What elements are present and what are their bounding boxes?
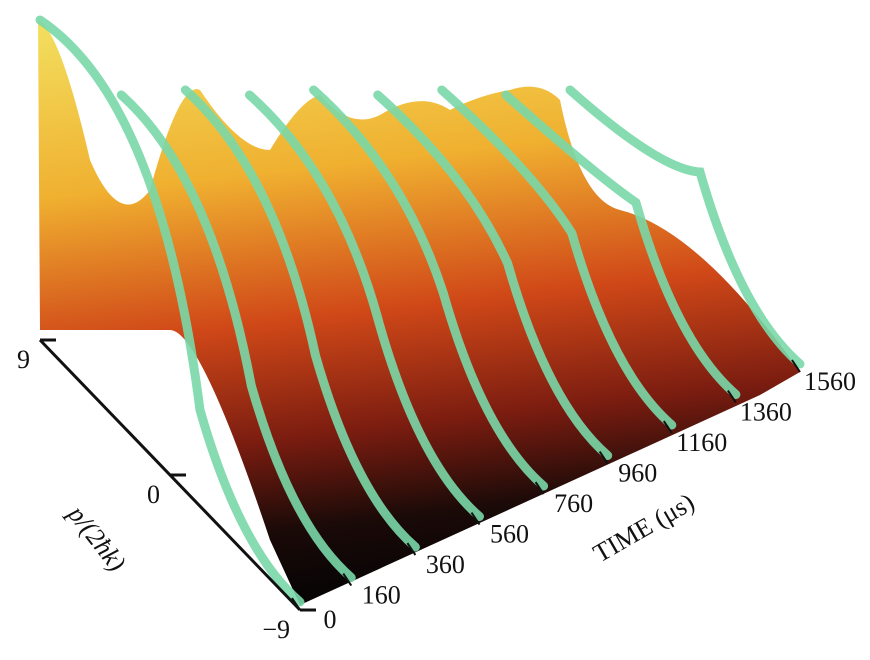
x-tick-label: 760 xyxy=(554,489,593,518)
y-tick-label: 9 xyxy=(17,345,30,374)
ridge xyxy=(437,85,677,430)
x-tick xyxy=(662,420,673,434)
x-axis-label: TIME (μs) xyxy=(588,487,699,568)
ridge xyxy=(373,90,613,461)
x-tick xyxy=(791,359,801,373)
y-tick-label: −9 xyxy=(262,615,290,644)
ridge xyxy=(244,90,484,522)
x-tick-label: 960 xyxy=(618,459,657,488)
ridges xyxy=(35,15,805,607)
x-tick xyxy=(534,481,545,495)
x-tick-label: 0 xyxy=(324,605,337,634)
y-tick-label: 0 xyxy=(147,480,160,509)
x-tick xyxy=(470,512,481,526)
x-tick-label: 360 xyxy=(426,550,465,579)
x-tick-label: 1160 xyxy=(676,428,727,457)
x-tick-label: 560 xyxy=(490,520,529,549)
x-tick-label: 1360 xyxy=(740,397,792,426)
x-tick xyxy=(727,389,737,404)
ridge xyxy=(180,85,420,552)
x-tick-label: 1560 xyxy=(804,367,856,396)
y-axis-label: p/(2ħk) xyxy=(61,498,131,577)
x-tick xyxy=(291,597,301,611)
x-tick xyxy=(406,542,417,556)
ridge xyxy=(116,90,356,583)
ridge xyxy=(565,85,805,369)
ridge xyxy=(501,90,741,400)
ridge xyxy=(309,85,549,491)
ridge xyxy=(35,15,305,607)
x-tick-label: 160 xyxy=(362,581,401,610)
x-tick xyxy=(598,450,609,465)
x-tick xyxy=(342,573,353,587)
